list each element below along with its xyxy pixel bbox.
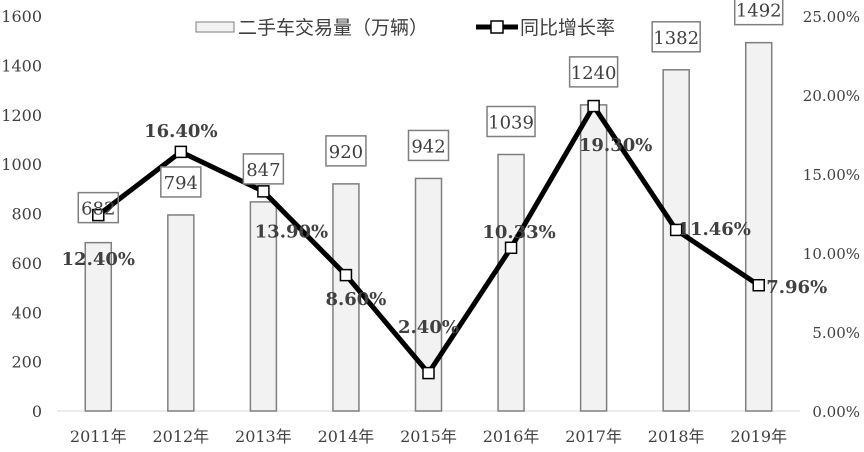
bar <box>332 183 360 412</box>
bar-value-label: 1039 <box>488 112 534 133</box>
y-right-tick-label: 5.00% <box>812 324 860 342</box>
y-left-tick-label: 800 <box>11 205 42 224</box>
line-value-label: 10.33% <box>482 222 555 243</box>
bar <box>84 241 113 412</box>
bar-label-box <box>325 135 367 167</box>
y-right-tick-label: 0.00% <box>812 403 860 421</box>
line-value-label: 8.60% <box>325 289 386 310</box>
bar-label-box <box>486 105 536 138</box>
legend-bar-swatch <box>195 21 235 33</box>
line-value-label: 16.40% <box>144 121 217 142</box>
x-tick-label: 2017年 <box>565 427 622 446</box>
legend: 二手车交易量（万辆） 同比增长率 <box>195 17 615 39</box>
y-right-tick-label: 15.00% <box>803 166 860 184</box>
bar <box>662 69 690 412</box>
legend-line-marker <box>490 20 504 34</box>
bar-label-box <box>733 0 784 26</box>
x-tick-label: 2015年 <box>400 427 457 446</box>
y-left-tick-label: 400 <box>11 303 42 322</box>
bar-label-box <box>160 166 202 198</box>
line-marker <box>339 268 353 282</box>
y-left-tick-label: 200 <box>11 353 42 372</box>
x-tick-label: 2012年 <box>152 427 209 446</box>
bar-value-label: 1382 <box>653 28 699 49</box>
y-left-tick-label: 1000 <box>1 155 42 174</box>
y-left-tick-label: 600 <box>11 254 42 273</box>
x-tick-label: 2018年 <box>648 427 705 446</box>
bar <box>744 41 773 412</box>
line-value-label: 12.40% <box>62 249 135 270</box>
bar-label-box <box>568 56 619 88</box>
x-tick-label: 2014年 <box>318 427 375 446</box>
line-marker <box>174 145 188 159</box>
line-marker <box>504 241 518 255</box>
line-marker <box>422 366 435 380</box>
line-value-label: 7.96% <box>766 277 827 298</box>
bar-label-box <box>651 21 701 53</box>
legend-bar-label: 二手车交易量（万辆） <box>238 17 428 39</box>
bar-value-label: 1240 <box>571 63 617 84</box>
line-marker <box>669 223 683 237</box>
x-tick-label: 2013年 <box>235 427 292 446</box>
line-marker <box>92 208 105 222</box>
y-left-tick-label: 0 <box>32 402 42 421</box>
x-tick-label: 2019年 <box>730 427 787 446</box>
bar-value-label: 682 <box>81 199 115 220</box>
bar-value-label: 942 <box>411 136 445 157</box>
line-value-label: 11.46% <box>677 219 750 240</box>
line-value-label: 19.30% <box>579 135 652 156</box>
bar-label-box <box>407 129 450 162</box>
bar <box>167 214 195 412</box>
y-left-tick-label: 1400 <box>1 56 42 75</box>
bar-value-label: 794 <box>164 173 198 194</box>
y-right-tick-label: 20.00% <box>803 87 860 105</box>
y-left-tick-label: 1600 <box>1 7 42 26</box>
x-tick-label: 2011年 <box>70 427 127 446</box>
line-marker <box>587 99 600 113</box>
line-marker <box>752 278 765 292</box>
legend-line-label: 同比增长率 <box>520 17 615 39</box>
bar-label-box <box>242 153 285 185</box>
bar <box>249 201 278 412</box>
bar <box>497 153 525 412</box>
bar-value-label: 920 <box>329 142 363 163</box>
x-tick-label: 2016年 <box>483 427 540 446</box>
y-right-tick-label: 10.00% <box>803 245 860 263</box>
line-marker <box>257 185 270 198</box>
line-value-label: 13.90% <box>255 221 328 242</box>
bar-label-box <box>77 191 120 224</box>
bar-value-label: 847 <box>246 160 280 181</box>
line-value-label: 2.40% <box>398 317 459 338</box>
y-left-tick-label: 1200 <box>1 106 42 125</box>
bar-value-label: 1492 <box>736 1 782 22</box>
y-right-tick-label: 25.00% <box>803 8 860 26</box>
